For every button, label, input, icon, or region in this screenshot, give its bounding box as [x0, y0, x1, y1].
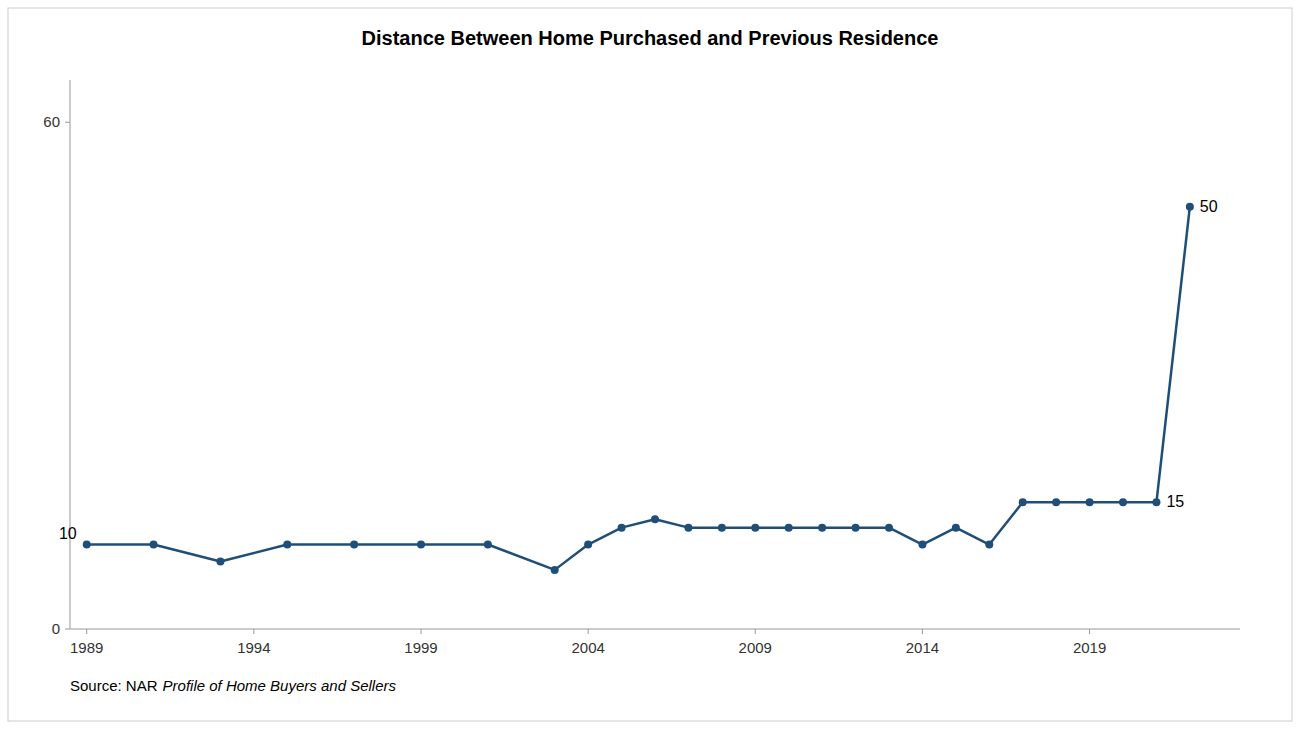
source-publication: Profile of Home Buyers and Sellers: [163, 677, 397, 694]
x-tick-label: 1999: [404, 639, 437, 656]
x-tick: [421, 629, 422, 634]
point: [651, 515, 659, 523]
point: [618, 524, 626, 532]
point: [417, 541, 425, 549]
point: [1186, 203, 1194, 211]
x-tick-label: 1994: [237, 639, 270, 656]
x-tick-label: 2019: [1073, 639, 1106, 656]
point: [718, 524, 726, 532]
point: [785, 524, 793, 532]
x-tick: [922, 629, 923, 634]
title: Distance Between Home Purchased and Prev…: [362, 27, 939, 49]
annotation: 15: [1166, 493, 1184, 510]
point: [83, 541, 91, 549]
chart: Distance Between Home Purchased and Prev…: [0, 0, 1300, 729]
x-tick-label: 2004: [571, 639, 604, 656]
point: [1052, 498, 1060, 506]
point: [952, 524, 960, 532]
point: [684, 524, 692, 532]
point: [1086, 498, 1094, 506]
point: [283, 541, 291, 549]
point: [885, 524, 893, 532]
point: [216, 557, 224, 565]
point: [150, 541, 158, 549]
x-tick-label: 2014: [906, 639, 939, 656]
point: [1119, 498, 1127, 506]
x-axis: [70, 629, 1240, 630]
y-tick-label: 0: [52, 620, 60, 637]
x-tick: [253, 629, 254, 634]
y-tick: [65, 122, 70, 123]
point: [918, 541, 926, 549]
point: [751, 524, 759, 532]
x-tick-label: 1989: [70, 639, 103, 656]
point: [985, 541, 993, 549]
point: [818, 524, 826, 532]
point: [350, 541, 358, 549]
y-axis: [70, 80, 71, 629]
source-text: Source: NAR: [70, 677, 158, 694]
point: [1019, 498, 1027, 506]
point: [852, 524, 860, 532]
point: [484, 541, 492, 549]
x-tick-label: 2009: [739, 639, 772, 656]
y-tick-label: 60: [43, 113, 60, 130]
source: Source: NAR Profile of Home Buyers and Se…: [70, 677, 396, 694]
line: [87, 207, 1190, 570]
point: [551, 566, 559, 574]
annotation: 10: [59, 525, 77, 542]
x-tick: [1089, 629, 1090, 634]
y-tick: [65, 629, 70, 630]
annotation: 50: [1200, 198, 1218, 215]
point: [1152, 498, 1160, 506]
x-tick: [755, 629, 756, 634]
x-tick: [588, 629, 589, 634]
border: [8, 8, 1292, 721]
x-tick: [86, 629, 87, 634]
point: [584, 541, 592, 549]
plot-area: [83, 203, 1194, 574]
